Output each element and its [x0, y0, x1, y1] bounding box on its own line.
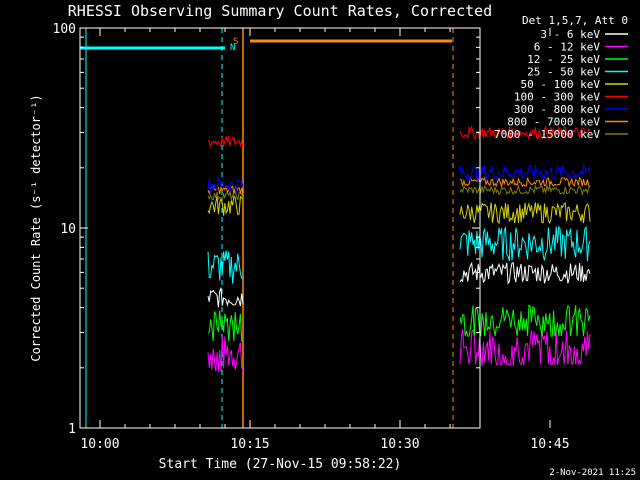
timestamp: 2-Nov-2021 11:25 — [549, 468, 636, 478]
x-tick-label: 10:00 — [80, 437, 119, 452]
series-line — [459, 176, 591, 189]
series-line — [207, 287, 244, 308]
x-tick-label: 10:45 — [530, 437, 569, 452]
series-line — [207, 177, 244, 193]
series-line — [207, 135, 244, 149]
x-tick-label: 10:15 — [230, 437, 269, 452]
series-line — [207, 189, 244, 202]
chart-title: RHESSI Observing Summary Count Rates, Co… — [68, 2, 492, 20]
legend-entry-label: 100 - 300 keV — [514, 91, 600, 104]
legend-entry-label: 6 - 12 keV — [534, 41, 601, 54]
x-axis-label: Start Time (27-Nov-15 09:58:22) — [159, 457, 402, 472]
legend-entry-label: 300 - 800 keV — [514, 103, 600, 116]
y-axis-label: Corrected Count Rate (s⁻¹ detector⁻¹) — [29, 94, 43, 361]
y-tick-label: 1 — [68, 422, 76, 437]
series-line — [459, 328, 591, 367]
legend-entry-label: 800 - 7000 keV — [507, 116, 600, 129]
series-line — [459, 225, 591, 262]
series-line — [459, 163, 591, 182]
annotation-label: S — [233, 37, 238, 47]
legend-entry-label: 12 - 25 keV — [527, 53, 600, 66]
y-tick-label: 10 — [60, 222, 76, 237]
legend-entry-label: 50 - 100 keV — [521, 78, 601, 91]
legend-entry-label: 3 - 6 keV — [540, 28, 600, 41]
legend-entry-label: 7000 - 15000 keV — [494, 128, 600, 141]
legend-header: Det 1,5,7, Att 0 — [522, 14, 628, 27]
y-tick-label: 100 — [53, 22, 76, 37]
series-line — [459, 125, 591, 141]
series-line — [459, 304, 591, 337]
series-line — [207, 195, 244, 216]
annotation-label: N — [230, 43, 235, 53]
series-line — [207, 336, 244, 372]
series-line — [459, 184, 591, 197]
series-line — [207, 310, 243, 342]
chart-marks: NS10:0010:1510:3010:4511:0011:1511:30110… — [53, 22, 591, 452]
series-line — [459, 261, 591, 286]
series-line — [207, 250, 244, 284]
legend-entry-label: 25 - 50 keV — [527, 66, 600, 79]
x-tick-label: 10:30 — [380, 437, 419, 452]
series-line — [459, 202, 591, 225]
